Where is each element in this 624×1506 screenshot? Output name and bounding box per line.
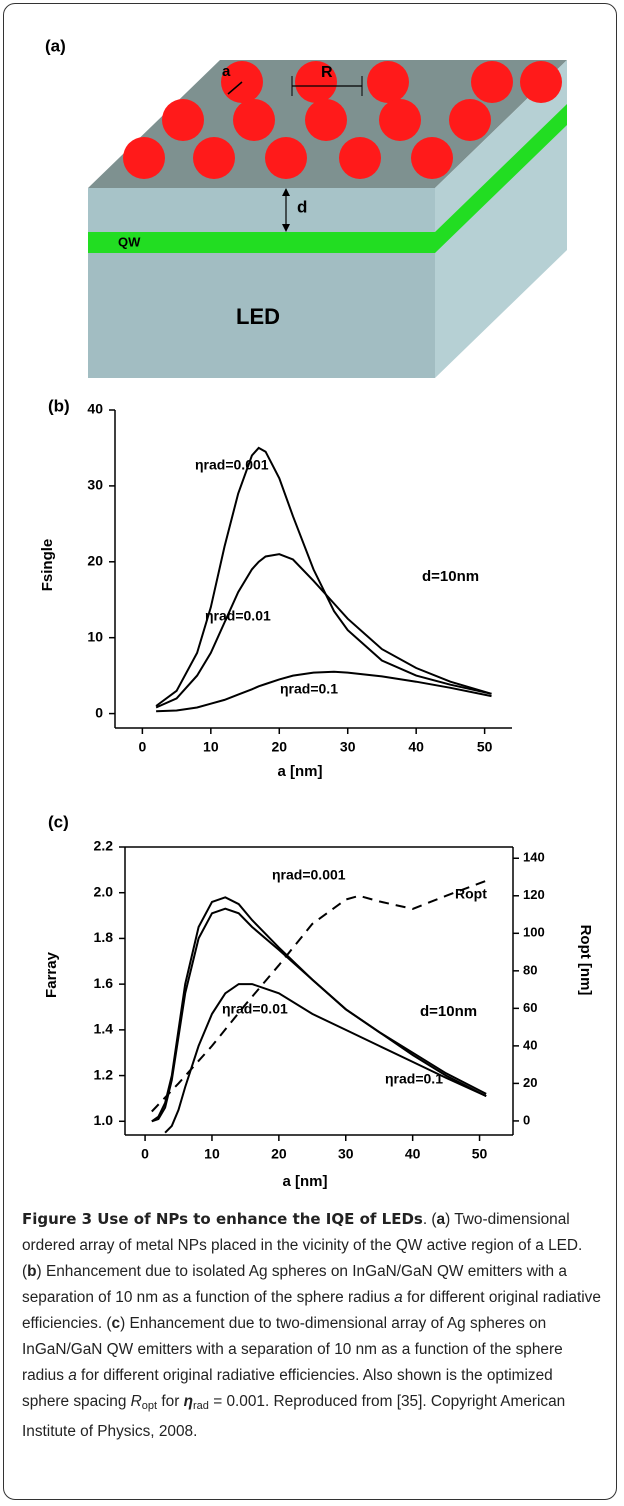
- x-tick-label: 50: [472, 1146, 488, 1162]
- x-tick-label: 0: [138, 739, 146, 755]
- caption-text: ) Enhancement due to isolated Ag spheres…: [22, 1263, 567, 1306]
- caption-text: R: [130, 1393, 142, 1410]
- y-tick-label: 1.8: [94, 929, 114, 945]
- caption-text: = 0.001. Reproduced from [35]. Copyright…: [22, 1393, 566, 1440]
- x-axis-label: a [nm]: [283, 1173, 328, 1190]
- y-tick-label: 1.2: [94, 1066, 114, 1082]
- nanoparticles: [123, 61, 562, 179]
- series-line: [164, 983, 487, 1134]
- y2-tick-label: 20: [523, 1075, 537, 1090]
- y-tick-label: 0: [95, 704, 103, 720]
- x-tick-label: 30: [338, 1146, 354, 1162]
- y-tick-label: 2.2: [94, 838, 114, 854]
- x-tick-label: 10: [204, 1146, 220, 1162]
- series-line: [151, 879, 487, 1113]
- caption-text: a: [68, 1367, 77, 1384]
- caption-text: η: [183, 1393, 194, 1410]
- y2-tick-label: 40: [523, 1037, 537, 1052]
- series-label: ηrad=0.1: [385, 1071, 443, 1087]
- caption-text: ) Two-dimensional ordered array of metal…: [22, 1211, 583, 1280]
- series-label: ηrad=0.01: [205, 608, 271, 624]
- series-line: [156, 670, 492, 713]
- figure: (a) a R d QW LED 0 10 20 30 40 50 0 10 20 30 40 ηra…: [39, 36, 594, 1190]
- x-tick-label: 40: [405, 1146, 421, 1162]
- y2-tick-label: 120: [523, 887, 545, 902]
- caption-text: ) Enhancement due to two-dimensional arr…: [22, 1315, 563, 1384]
- y-tick-label: 1.0: [94, 1112, 114, 1128]
- caption-text: opt: [141, 1400, 158, 1412]
- caption-text: b: [27, 1263, 37, 1280]
- cap-layer: [88, 188, 435, 232]
- caption: Figure 3 Use of NPs to enhance the IQE o…: [22, 1206, 604, 1445]
- caption-text: for different original radiative efficie…: [22, 1289, 601, 1332]
- caption-text: c: [111, 1315, 121, 1332]
- y-tick-label: 1.4: [94, 1021, 114, 1037]
- series-line: [155, 446, 492, 707]
- arrow-head: [282, 224, 290, 232]
- y-axis-label: Fsingle: [39, 539, 56, 592]
- figure-frame: [3, 3, 617, 1500]
- led-label: LED: [236, 304, 280, 329]
- arrow-head: [282, 188, 290, 196]
- y-tick-label: 20: [87, 552, 103, 568]
- y-tick-label: 10: [87, 628, 103, 644]
- diagram: (a) a R d QW LED: [45, 36, 567, 378]
- series-label: ηrad=0.01: [222, 1001, 288, 1017]
- y2-tick-label: 100: [523, 925, 545, 940]
- panel-label: (a): [45, 36, 66, 55]
- series-label: ηrad=0.1: [280, 681, 338, 697]
- x-tick-label: 30: [340, 739, 356, 755]
- series-label: ηrad=0.001: [272, 867, 346, 883]
- x-tick-label: 20: [271, 739, 287, 755]
- annotation: d=10nm: [422, 568, 479, 585]
- y-axis-label: Farray: [43, 951, 60, 998]
- caption-text: a: [394, 1289, 403, 1306]
- led-layer: [88, 253, 435, 378]
- caption-text: rad: [193, 1400, 209, 1412]
- annotation: d=10nm: [420, 1003, 477, 1020]
- caption-text: for: [157, 1393, 184, 1410]
- x-tick-label: 20: [271, 1146, 287, 1162]
- panel-label: (c): [48, 812, 69, 831]
- x-tick-label: 40: [408, 739, 424, 755]
- series-label: ηrad=0.001: [195, 457, 269, 473]
- x-tick-label: 10: [203, 739, 219, 755]
- caption-text: a: [436, 1211, 446, 1228]
- radius-label: a: [222, 63, 231, 80]
- distance-label: d: [297, 197, 307, 216]
- series-line: [151, 907, 487, 1123]
- series-label: Ropt: [455, 886, 487, 902]
- caption-text: . (: [422, 1211, 437, 1228]
- panel-label: (b): [48, 396, 70, 415]
- series-line: [155, 553, 492, 709]
- spacing-label: R: [321, 64, 333, 81]
- caption-title: Figure 3 Use of NPs to enhance the IQE o…: [22, 1210, 423, 1228]
- y-tick-label: 40: [87, 401, 103, 417]
- radius-line: [227, 81, 243, 95]
- y2-axis-label: Ropt [nm]: [577, 925, 594, 996]
- y2-tick-label: 0: [523, 1112, 530, 1127]
- qw-label: QW: [118, 234, 141, 249]
- x-axis-label: a [nm]: [278, 763, 323, 780]
- x-tick-label: 50: [477, 739, 493, 755]
- caption-text: for different original radiative efficie…: [22, 1367, 553, 1410]
- y2-tick-label: 60: [523, 1000, 537, 1015]
- x-tick-label: 0: [141, 1146, 149, 1162]
- y-tick-label: 1.6: [94, 975, 114, 991]
- y-tick-label: 30: [87, 477, 103, 493]
- y2-tick-label: 140: [523, 850, 545, 865]
- y-tick-label: 2.0: [94, 883, 114, 899]
- qw-layer: [88, 232, 435, 253]
- y2-tick-label: 80: [523, 962, 537, 977]
- side-qw: [435, 104, 567, 253]
